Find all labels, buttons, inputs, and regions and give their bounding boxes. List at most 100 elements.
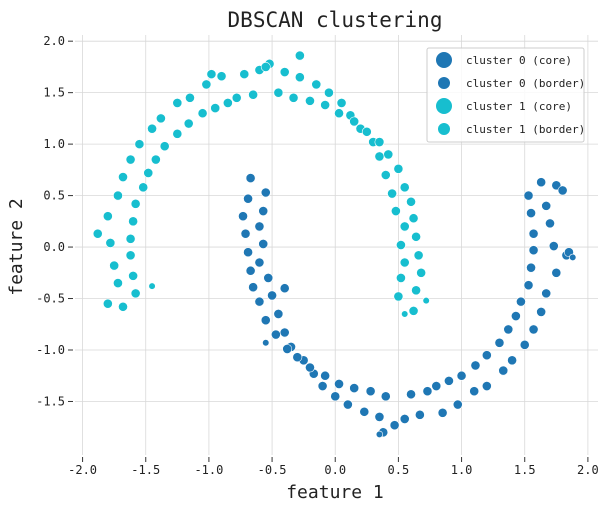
core-point bbox=[389, 420, 400, 431]
core-point bbox=[118, 301, 128, 312]
core-point bbox=[320, 370, 331, 381]
core-point bbox=[523, 280, 534, 291]
core-point bbox=[452, 399, 463, 410]
border-point bbox=[569, 253, 577, 261]
core-point bbox=[523, 190, 534, 201]
core-point bbox=[349, 116, 360, 127]
core-point bbox=[248, 89, 259, 100]
chart-title: DBSCAN clustering bbox=[228, 8, 443, 32]
points bbox=[92, 50, 577, 439]
core-point bbox=[374, 151, 385, 162]
core-point bbox=[130, 198, 141, 209]
core-point bbox=[258, 239, 269, 249]
core-point bbox=[470, 360, 481, 371]
core-point bbox=[380, 391, 391, 402]
y-tick-label: -1.0 bbox=[36, 343, 65, 357]
core-point bbox=[150, 154, 161, 165]
core-point bbox=[254, 296, 265, 307]
border-point bbox=[148, 282, 156, 290]
core-point bbox=[134, 139, 145, 150]
core-point bbox=[143, 168, 154, 178]
core-point bbox=[113, 190, 123, 201]
core-point bbox=[408, 213, 419, 224]
core-point bbox=[456, 370, 467, 381]
core-point bbox=[248, 282, 259, 293]
core-point bbox=[399, 221, 410, 232]
core-point bbox=[118, 172, 128, 182]
core-point bbox=[138, 182, 149, 193]
x-tick-label: 1.5 bbox=[514, 463, 536, 477]
core-point bbox=[374, 412, 385, 422]
border-point bbox=[422, 296, 430, 305]
core-point bbox=[361, 126, 372, 137]
core-point bbox=[105, 238, 116, 248]
core-point bbox=[334, 379, 344, 389]
core-point bbox=[406, 196, 416, 207]
core-point bbox=[279, 283, 290, 294]
legend-marker bbox=[438, 77, 450, 89]
core-point bbox=[231, 92, 242, 103]
core-point bbox=[396, 273, 406, 283]
core-point bbox=[393, 163, 404, 174]
core-point bbox=[260, 187, 271, 198]
core-point bbox=[390, 206, 401, 216]
core-point bbox=[536, 307, 547, 317]
y-tick-label: 0.0 bbox=[43, 240, 65, 254]
x-tick-label: -1.5 bbox=[131, 463, 160, 477]
core-point bbox=[292, 352, 303, 363]
core-point bbox=[503, 324, 514, 335]
core-point bbox=[156, 113, 166, 124]
core-point bbox=[185, 92, 195, 103]
core-point bbox=[383, 149, 394, 160]
core-point bbox=[197, 108, 208, 119]
core-point bbox=[305, 95, 315, 106]
border-point bbox=[375, 430, 384, 439]
core-point bbox=[536, 177, 547, 188]
core-point bbox=[216, 71, 227, 82]
core-point bbox=[528, 245, 539, 256]
core-point bbox=[258, 206, 269, 216]
core-point bbox=[387, 188, 397, 199]
core-point bbox=[172, 128, 183, 139]
core-point bbox=[481, 381, 492, 391]
core-point bbox=[437, 407, 448, 418]
core-point bbox=[282, 344, 293, 354]
core-point bbox=[406, 389, 416, 400]
core-point bbox=[374, 137, 385, 147]
core-point bbox=[342, 399, 353, 410]
legend-marker bbox=[436, 98, 452, 114]
core-point bbox=[519, 339, 530, 350]
x-tick-label: -1.0 bbox=[194, 463, 223, 477]
y-tick-label: 1.5 bbox=[43, 86, 65, 100]
core-point bbox=[416, 267, 427, 278]
core-point bbox=[396, 240, 406, 250]
core-point bbox=[102, 298, 113, 309]
core-point bbox=[273, 309, 284, 319]
core-point bbox=[399, 182, 410, 193]
core-point bbox=[128, 216, 139, 227]
x-tick-label: -0.5 bbox=[258, 463, 287, 477]
core-point bbox=[238, 211, 248, 222]
core-point bbox=[183, 118, 194, 129]
legend: cluster 0 (core) cluster 0 (border) cluste… bbox=[426, 47, 585, 143]
core-point bbox=[311, 79, 322, 90]
border-point bbox=[262, 339, 270, 347]
core-point bbox=[172, 98, 183, 108]
y-tick-label: 2.0 bbox=[43, 34, 65, 48]
x-axis-label: feature 1 bbox=[286, 482, 384, 503]
core-point bbox=[507, 355, 517, 366]
x-tick-label: 1.0 bbox=[451, 463, 473, 477]
ticks: -2.0 -1.5 -1.0 -0.5 0.0 0.5 1.0 1.5 2.0 2.0 1.5 1.0… bbox=[36, 34, 599, 477]
x-tick-label: -2.0 bbox=[68, 463, 97, 477]
core-point bbox=[245, 173, 256, 183]
core-point bbox=[541, 200, 552, 211]
core-point bbox=[365, 386, 376, 397]
core-point bbox=[526, 208, 536, 218]
core-point bbox=[210, 103, 221, 113]
core-point bbox=[498, 365, 509, 376]
core-point bbox=[109, 260, 120, 271]
y-axis-label: feature 2 bbox=[6, 198, 27, 296]
core-point bbox=[240, 228, 251, 239]
core-point bbox=[330, 391, 341, 402]
